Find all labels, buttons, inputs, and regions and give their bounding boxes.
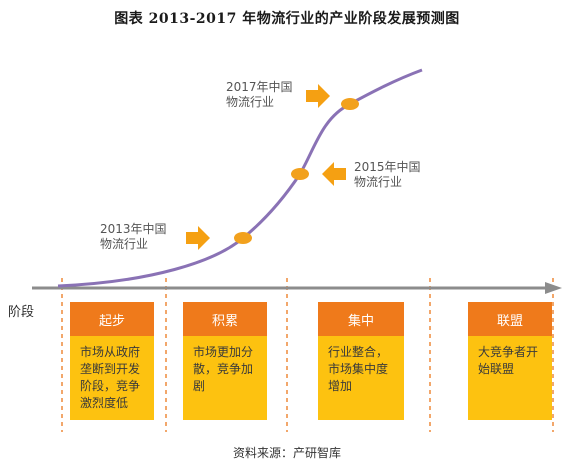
- stage-card-startup: 起步 市场从政府垄断到开发阶段，竞争激烈度低: [70, 302, 154, 420]
- milestone-2015-marker: [291, 168, 309, 180]
- axis-label: 阶段: [8, 305, 35, 320]
- axis-arrowhead: [545, 282, 562, 294]
- callout-2017-line1: 2017年中国: [226, 80, 293, 94]
- stage-description: 行业整合，市场集中度增加: [328, 345, 389, 393]
- callout-2013-line1: 2013年中国: [100, 222, 167, 236]
- arrow-left-icon: [322, 162, 346, 186]
- stage-dividers: [61, 278, 554, 432]
- stage-card-accumulation: 积累 市场更加分散，竞争加剧: [183, 302, 267, 420]
- callout-2015-line2: 物流行业: [354, 175, 403, 189]
- stage-name: 积累: [183, 302, 267, 336]
- callout-2017: 2017年中国 物流行业: [226, 80, 293, 110]
- callout-2013: 2013年中国 物流行业: [100, 222, 167, 252]
- chart-title: 图表 2013-2017 年物流行业的产业阶段发展预测图: [114, 11, 460, 27]
- source-note: 资料来源：产研智库: [232, 446, 341, 460]
- stage-name: 起步: [70, 302, 154, 336]
- milestone-2017-marker: [341, 98, 359, 110]
- callout-2015-line1: 2015年中国: [354, 160, 421, 174]
- callout-2017-line2: 物流行业: [226, 95, 275, 109]
- stage-card-concentration: 集中 行业整合，市场集中度增加: [318, 302, 404, 420]
- stage-name: 联盟: [468, 302, 552, 336]
- stage-description: 市场更加分散，竞争加剧: [193, 345, 254, 393]
- growth-curve: [57, 68, 423, 288]
- milestone-2013-marker: [234, 232, 252, 244]
- stage-name: 集中: [318, 302, 404, 336]
- stage-description: 大竞争者开始联盟: [478, 345, 539, 376]
- stage-description: 市场从政府垄断到开发阶段，竞争激烈度低: [80, 345, 141, 410]
- callout-2013-line2: 物流行业: [100, 237, 149, 251]
- callout-2015: 2015年中国 物流行业: [354, 160, 421, 190]
- stage-card-alliance: 联盟 大竞争者开始联盟: [468, 302, 552, 420]
- arrow-right-icon: [306, 84, 330, 108]
- arrow-right-icon: [186, 226, 210, 250]
